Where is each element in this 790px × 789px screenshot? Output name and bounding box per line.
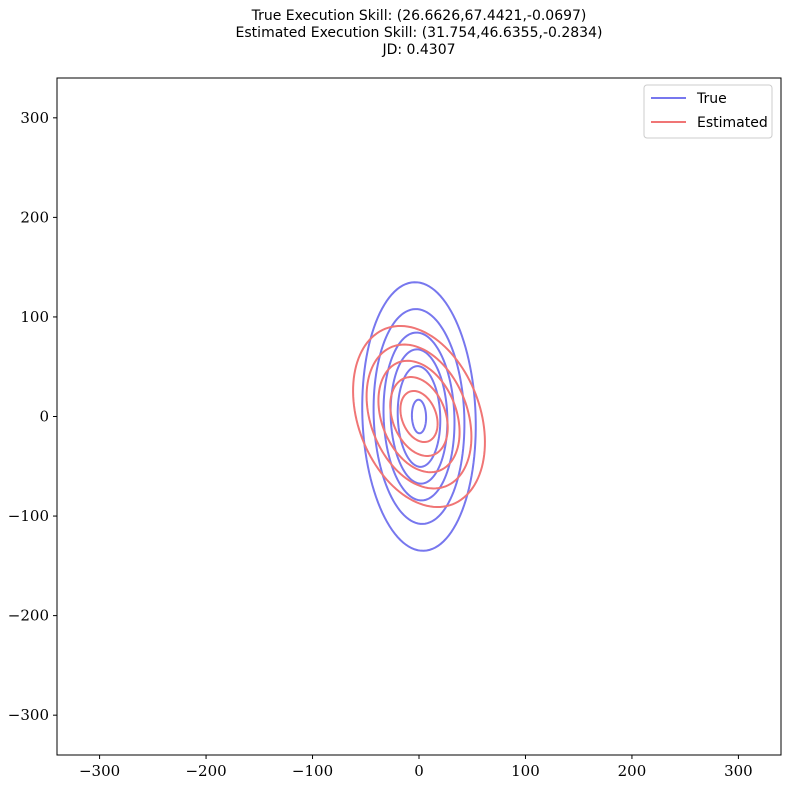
x-axis: −300 −200 −100 0 100 200 300 [79,755,753,780]
y-tick-label: 100 [20,308,49,326]
title-jd: JD: 0.4307 [382,42,456,58]
legend-label-estimated: Estimated [697,115,768,131]
contour-true-2 [389,348,449,485]
contour-true-1 [396,365,442,468]
legend-label-true: True [696,91,727,107]
y-tick-label: 200 [20,208,49,226]
x-tick-label: 0 [414,762,424,780]
title-estimated-skill: Estimated Execution Skill: (31.754,46.63… [235,25,603,41]
title-true-skill: True Execution Skill: (26.6626,67.4421,-… [251,8,587,24]
contour-true-0 [410,398,428,435]
plot-frame [56,77,782,756]
contour-estimated-1 [389,376,449,457]
y-tick-label: −300 [8,706,49,724]
x-tick-label: 200 [618,762,647,780]
y-tick-label: 0 [39,408,49,426]
contour-lines [352,281,486,552]
contour-estimated-3 [365,343,473,490]
contour-true-5 [361,281,477,552]
contour-true-3 [382,331,456,502]
x-tick-label: −300 [79,762,120,780]
y-tick-label: 300 [20,109,49,127]
contour-estimated-0 [399,389,439,444]
x-tick-label: −100 [292,762,333,780]
x-tick-label: 100 [511,762,540,780]
legend: True Estimated [643,84,773,139]
chart-title: True Execution Skill: (26.6626,67.4421,-… [57,8,781,59]
contour-estimated-2 [377,359,461,474]
y-tick-label: −200 [8,607,49,625]
x-tick-label: −200 [185,762,226,780]
x-tick-label: 300 [724,762,753,780]
contour-true-4 [372,308,466,525]
y-axis: −300 −200 −100 0 100 200 300 [8,109,57,724]
contour-estimated-4 [352,324,486,509]
y-tick-label: −100 [8,507,49,525]
